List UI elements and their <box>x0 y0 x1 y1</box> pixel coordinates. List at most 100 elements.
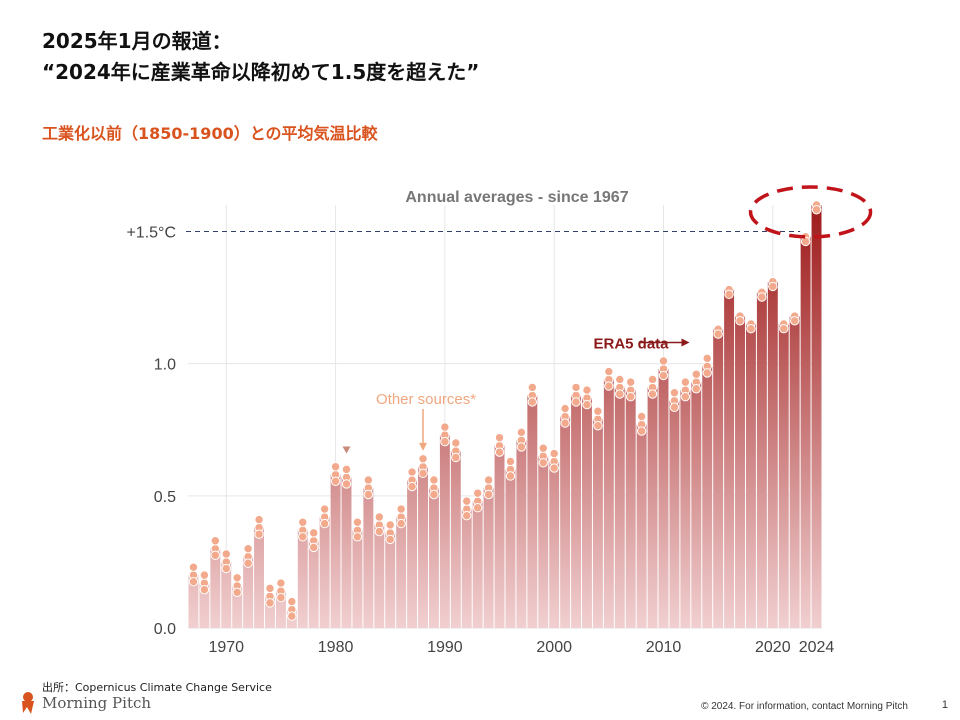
bar-2002 <box>571 395 582 628</box>
dot-1981-1 <box>341 479 352 489</box>
source-note: 出所：Copernicus Climate Change Service <box>42 681 272 694</box>
dot-1993-1 <box>472 503 483 513</box>
bar-2010 <box>658 368 669 628</box>
bar-2012 <box>680 390 691 628</box>
dot-1990-2 <box>440 422 450 432</box>
bar-2008 <box>636 424 647 628</box>
dot-1994-2 <box>483 475 494 485</box>
annotation-other-sources-arrowhead <box>419 442 428 451</box>
dot-2005-2 <box>604 366 614 377</box>
x-tick-label: 2000 <box>536 639 572 656</box>
dot-2008-2 <box>636 411 647 422</box>
dot-2004-2 <box>593 406 603 416</box>
dot-1980-2 <box>330 462 341 472</box>
dot-1974-1 <box>265 598 275 608</box>
dot-1992-1 <box>462 510 472 521</box>
dot-1977-1 <box>298 532 308 542</box>
dot-1982-1 <box>352 532 363 542</box>
y-tick-label: 0.5 <box>154 489 176 506</box>
dot-2010-2 <box>658 356 669 366</box>
headline-line-1: 2025年1月の報道： <box>42 29 232 53</box>
bar-1968 <box>199 583 210 628</box>
highlight-ellipse-2024 <box>748 185 873 239</box>
dot-1968-2 <box>199 570 210 580</box>
dot-2001-1 <box>560 418 570 428</box>
dot-1976-2 <box>287 596 297 607</box>
dot-2008-1 <box>636 426 647 436</box>
bar-2023 <box>800 236 811 628</box>
dot-2016-1 <box>724 289 734 300</box>
bar-1984 <box>374 524 385 628</box>
bar-2009 <box>647 387 658 628</box>
dot-1981-2 <box>341 464 352 475</box>
dot-1997-2 <box>516 427 527 438</box>
dot-2007-2 <box>626 377 636 387</box>
bar-2011 <box>669 400 680 628</box>
dot-1973-2 <box>254 514 264 525</box>
dot-2017-1 <box>735 316 745 326</box>
bar-1977 <box>297 530 308 628</box>
bar-1991 <box>450 450 461 628</box>
dot-1989-1 <box>429 489 439 500</box>
dot-1978-2 <box>309 528 319 538</box>
x-tick-label: 2020 <box>755 639 791 656</box>
annotation-other-sources-label: Other sources* <box>376 391 476 408</box>
x-tick-label: 1990 <box>427 639 463 656</box>
dot-1989-2 <box>429 475 439 485</box>
bar-1993 <box>472 501 483 628</box>
dot-2000-2 <box>549 448 559 459</box>
bar-1969 <box>210 548 221 628</box>
dot-1990-1 <box>440 436 450 447</box>
dot-1975-2 <box>276 578 286 588</box>
bar-2018 <box>745 323 756 628</box>
dot-2015-1 <box>713 329 723 339</box>
dot-2002-2 <box>571 382 581 393</box>
bar-2024 <box>811 205 822 628</box>
brand-name: Morning Pitch <box>42 694 152 712</box>
bar-1985 <box>385 532 396 628</box>
bar-2017 <box>735 316 745 628</box>
dot-2002-1 <box>571 397 581 407</box>
bar-1994 <box>483 487 494 628</box>
dot-1977-2 <box>298 517 308 527</box>
bar-1974 <box>265 596 275 628</box>
dot-1984-1 <box>374 526 384 537</box>
bar-2021 <box>778 323 789 628</box>
bar-1983 <box>363 487 374 628</box>
dot-2003-2 <box>582 385 592 395</box>
bar-2014 <box>702 366 713 628</box>
bar-1988 <box>418 466 428 628</box>
x-tick-label: 1970 <box>208 639 244 656</box>
bar-1980 <box>330 474 341 628</box>
dot-2000-1 <box>549 463 559 473</box>
dot-1984-2 <box>374 512 384 522</box>
headline-line-2: “2024年に産業革命以降初めて1.5度を超えた” <box>42 60 480 84</box>
dot-1998-2 <box>527 382 538 393</box>
dot-2007-1 <box>626 391 636 402</box>
bar-2005 <box>603 379 614 628</box>
bar-1995 <box>494 445 505 628</box>
dot-1997-1 <box>516 442 527 452</box>
page-number: 1 <box>941 699 948 711</box>
slide-subtitle: 工業化以前（1850-1900）との平均気温比較 <box>42 124 378 143</box>
bar-2000 <box>549 461 560 628</box>
bar-2003 <box>582 397 592 628</box>
dot-2010-1 <box>658 370 669 381</box>
bar-1979 <box>319 516 330 628</box>
chart-title: Annual averages - since 1967 <box>405 189 628 206</box>
dot-1970-2 <box>221 549 231 559</box>
dot-2014-2 <box>702 353 712 364</box>
dot-2011-2 <box>669 388 680 398</box>
dot-2012-2 <box>680 377 691 387</box>
dot-2009-2 <box>647 374 658 385</box>
dot-1998-1 <box>527 397 538 407</box>
x-tick-label: 2024 <box>799 639 835 656</box>
bar-1999 <box>538 456 549 628</box>
bar-2022 <box>789 316 800 628</box>
dot-2006-1 <box>615 389 625 399</box>
bar-2016 <box>724 289 735 628</box>
bar-1990 <box>439 435 450 628</box>
y-tick-label: 0.0 <box>154 621 176 638</box>
bar-1967 <box>188 575 199 628</box>
bar-1989 <box>428 487 439 628</box>
